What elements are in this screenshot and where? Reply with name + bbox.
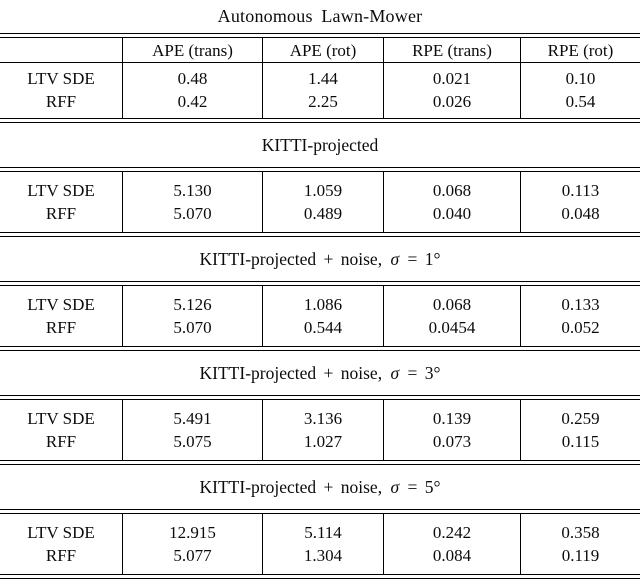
double-rule <box>0 509 640 514</box>
value-cell: 5.130 <box>122 172 262 202</box>
row-label-ltv-sde: LTV SDE <box>27 295 95 314</box>
double-rule <box>0 232 640 237</box>
row-label-rff: RFF <box>45 432 77 451</box>
value-cell: 0.048 <box>520 202 640 232</box>
section-title-kitti-noise-1deg: KITTI-projected + noise, σ = 1° <box>0 237 640 281</box>
sigma-symbol: σ <box>390 363 400 383</box>
value-cell: 5.491 <box>122 400 262 430</box>
value-cell: 0.021 <box>383 63 520 90</box>
title-text: KITTI-projected + noise, <box>199 363 390 383</box>
column-header-empty <box>0 38 122 63</box>
row-label-ltv-sde: LTV SDE <box>27 181 95 200</box>
double-rule <box>0 574 640 579</box>
value-cell: 1.086 <box>262 286 383 316</box>
value-cell: 5.070 <box>122 316 262 346</box>
value-cell: 0.040 <box>383 202 520 232</box>
row-label-rff: RFF <box>45 546 77 565</box>
value-cell: 5.114 <box>262 514 383 544</box>
value-cell: 1.44 <box>262 63 383 90</box>
sigma-symbol: σ <box>390 249 400 269</box>
section-title-autonomous-lawn-mower: Autonomous Lawn-Mower <box>217 6 423 26</box>
value-cell: 0.48 <box>122 63 262 90</box>
row-label-ltv-sde: LTV SDE <box>27 409 95 428</box>
title-text: = 3° <box>400 363 441 383</box>
double-rule <box>0 346 640 351</box>
double-rule <box>0 167 640 172</box>
value-cell: 12.915 <box>122 514 262 544</box>
table-section-kitti-noise-3deg: LTV SDE 5.491 3.136 0.139 0.259 RFF 5.07… <box>0 400 640 460</box>
value-cell: 0.068 <box>383 172 520 202</box>
title-text: = 1° <box>400 249 441 269</box>
value-cell: 0.0454 <box>383 316 520 346</box>
value-cell: 0.489 <box>262 202 383 232</box>
table-section-kitti-projected: LTV SDE 5.130 1.059 0.068 0.113 RFF 5.07… <box>0 172 640 232</box>
value-cell: 1.304 <box>262 544 383 574</box>
value-cell: 0.052 <box>520 316 640 346</box>
double-rule <box>0 118 640 123</box>
row-label-rff: RFF <box>45 92 77 111</box>
title-text: KITTI-projected + noise, <box>199 249 390 269</box>
value-cell: 5.070 <box>122 202 262 232</box>
title-text: = 5° <box>400 477 441 497</box>
value-cell: 5.077 <box>122 544 262 574</box>
value-cell: 0.115 <box>520 430 640 460</box>
section-title-kitti-noise-3deg: KITTI-projected + noise, σ = 3° <box>0 351 640 395</box>
sigma-symbol: σ <box>390 477 400 497</box>
table-section-kitti-noise-1deg: LTV SDE 5.126 1.086 0.068 0.133 RFF 5.07… <box>0 286 640 346</box>
row-label-ltv-sde: LTV SDE <box>27 69 95 88</box>
section-title-kitti-projected: KITTI-projected <box>261 135 379 155</box>
value-cell: 0.073 <box>383 430 520 460</box>
row-label-rff: RFF <box>45 318 77 337</box>
value-cell: 0.026 <box>383 90 520 118</box>
row-label-ltv-sde: LTV SDE <box>27 523 95 542</box>
table-section-autonomous-lawn-mower: APE (trans) APE (rot) RPE (trans) RPE (r… <box>0 38 640 118</box>
value-cell: 2.25 <box>262 90 383 118</box>
value-cell: 5.126 <box>122 286 262 316</box>
value-cell: 0.10 <box>520 63 640 90</box>
value-cell: 0.242 <box>383 514 520 544</box>
table-section-kitti-noise-5deg: LTV SDE 12.915 5.114 0.242 0.358 RFF 5.0… <box>0 514 640 574</box>
value-cell: 1.059 <box>262 172 383 202</box>
row-label-rff: RFF <box>45 204 77 223</box>
value-cell: 0.068 <box>383 286 520 316</box>
value-cell: 0.139 <box>383 400 520 430</box>
double-rule <box>0 395 640 400</box>
title-text: KITTI-projected + noise, <box>199 477 390 497</box>
value-cell: 0.119 <box>520 544 640 574</box>
double-rule <box>0 460 640 465</box>
column-header-rpe-rot: RPE (rot) <box>520 38 640 63</box>
value-cell: 0.54 <box>520 90 640 118</box>
value-cell: 5.075 <box>122 430 262 460</box>
section-title-kitti-noise-5deg: KITTI-projected + noise, σ = 5° <box>0 465 640 509</box>
value-cell: 0.259 <box>520 400 640 430</box>
value-cell: 0.113 <box>520 172 640 202</box>
value-cell: 1.027 <box>262 430 383 460</box>
double-rule <box>0 33 640 38</box>
value-cell: 0.544 <box>262 316 383 346</box>
column-header-rpe-trans: RPE (trans) <box>383 38 520 63</box>
value-cell: 0.42 <box>122 90 262 118</box>
value-cell: 3.136 <box>262 400 383 430</box>
value-cell: 0.084 <box>383 544 520 574</box>
value-cell: 0.133 <box>520 286 640 316</box>
double-rule <box>0 281 640 286</box>
value-cell: 0.358 <box>520 514 640 544</box>
column-header-ape-rot: APE (rot) <box>262 38 383 63</box>
column-header-ape-trans: APE (trans) <box>122 38 262 63</box>
